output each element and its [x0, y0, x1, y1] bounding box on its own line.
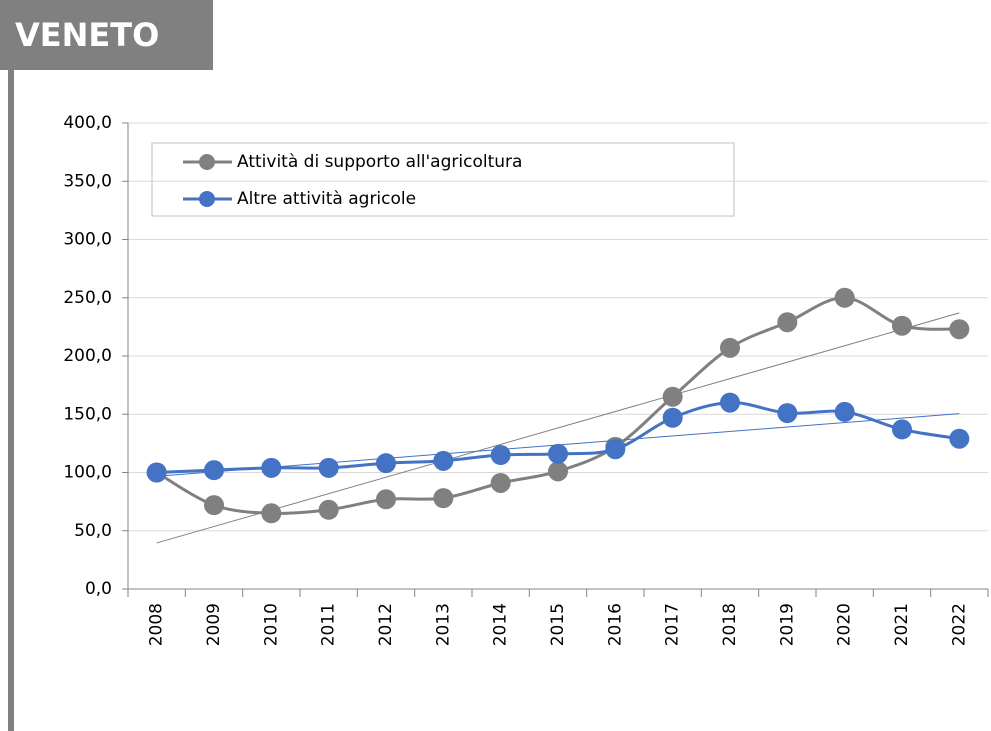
marker: [433, 488, 454, 509]
marker: [605, 439, 626, 460]
marker: [433, 450, 454, 471]
x-tick-label: 2008: [147, 603, 167, 646]
y-tick-label: 100,0: [63, 463, 112, 483]
y-tick-label: 300,0: [63, 230, 112, 250]
marker: [949, 319, 970, 340]
x-tick-label: 2010: [261, 603, 281, 646]
marker: [548, 443, 568, 464]
legend-marker: [199, 191, 215, 207]
legend-label: Attività di supporto all'agricoltura: [237, 152, 522, 172]
marker: [777, 312, 798, 333]
marker: [376, 453, 396, 474]
marker: [204, 495, 224, 516]
marker: [720, 392, 740, 413]
x-tick-label: 2022: [949, 603, 969, 646]
marker: [376, 489, 396, 510]
y-tick-label: 250,0: [63, 288, 112, 308]
x-tick-label: 2013: [433, 603, 453, 646]
x-tick-label: 2017: [663, 603, 683, 646]
legend-label: Altre attività agricole: [237, 189, 416, 209]
y-tick-label: 200,0: [63, 346, 112, 366]
header-title: VENETO: [15, 16, 159, 54]
x-tick-label: 2009: [204, 603, 224, 646]
x-tick-label: 2016: [605, 603, 625, 646]
x-tick-label: 2011: [319, 603, 339, 646]
legend-marker: [199, 154, 215, 170]
marker: [548, 461, 568, 482]
y-tick-label: 150,0: [63, 404, 112, 424]
y-tick-label: 350,0: [63, 171, 112, 191]
marker: [720, 337, 740, 358]
marker: [834, 287, 855, 308]
x-tick-label: 2015: [548, 603, 568, 646]
trendline: [156, 312, 960, 544]
x-tick-label: 2014: [491, 603, 511, 646]
marker: [949, 428, 970, 449]
marker: [662, 386, 683, 407]
x-tick-label: 2012: [376, 603, 396, 646]
marker: [777, 403, 798, 424]
marker: [146, 462, 167, 483]
x-tick-label: 2019: [777, 603, 797, 646]
marker: [261, 457, 282, 478]
y-tick-label: 400,0: [63, 113, 112, 133]
marker: [204, 460, 224, 481]
header-box: [0, 0, 213, 70]
marker: [662, 407, 683, 428]
y-tick-label: 50,0: [74, 521, 112, 541]
x-tick-label: 2018: [720, 603, 740, 646]
x-tick-label: 2020: [835, 603, 855, 646]
y-tick-label: 0,0: [85, 579, 112, 599]
side-bar: [8, 70, 14, 731]
marker: [318, 457, 339, 478]
marker: [892, 315, 912, 336]
marker: [261, 503, 282, 524]
legend: [151, 142, 735, 217]
x-tick-label: 2021: [892, 603, 912, 646]
marker: [490, 472, 511, 493]
marker: [834, 401, 855, 422]
marker: [490, 445, 511, 466]
marker: [892, 419, 912, 440]
marker: [318, 499, 339, 520]
